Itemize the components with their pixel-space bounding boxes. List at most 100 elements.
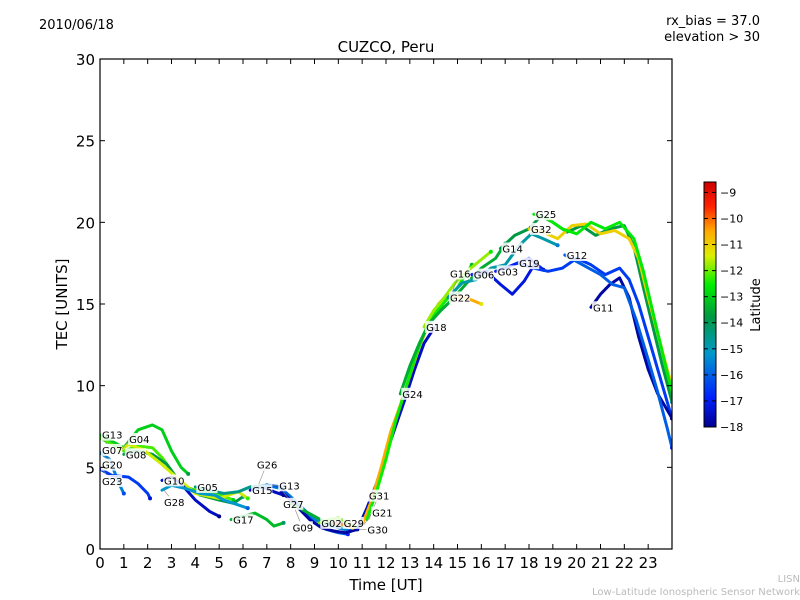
prn-label: G10 (164, 476, 184, 487)
prn-label-bg (367, 489, 390, 502)
prn-label-bg (128, 433, 150, 445)
prn-label-bg (162, 474, 185, 487)
y-tick-label: 5 (85, 459, 95, 477)
prn-label: G04 (129, 435, 149, 446)
credit-short: LISN (777, 574, 800, 585)
prn-label-bg (342, 516, 364, 529)
prn-label-bg (282, 497, 304, 510)
series-end-g23 (148, 496, 153, 501)
prn-label: G16 (450, 269, 470, 280)
prn-label: G20 (102, 461, 122, 472)
prn-label-bg (291, 521, 313, 534)
chart-title: CUZCO, Peru (337, 38, 435, 56)
prn-label-bg (591, 301, 614, 314)
prn-label-bg (501, 242, 523, 255)
x-tick-label: 6 (238, 554, 248, 572)
x-tick-label: 16 (472, 554, 491, 572)
prn-label-bg (496, 265, 518, 278)
prn-label: G27 (283, 500, 303, 511)
prn-label: G17 (233, 516, 253, 527)
prn-label: G11 (593, 303, 613, 314)
colorbar-tick-label: −10 (720, 212, 743, 225)
y-tick-label: 30 (76, 51, 95, 69)
prn-label: G22 (450, 293, 470, 304)
prn-label-bg (448, 291, 471, 304)
prn-label-bg (530, 222, 552, 235)
series-end-g04 (245, 496, 250, 501)
x-tick-label: 19 (543, 554, 562, 572)
prn-label: G24 (402, 390, 422, 401)
x-tick-label: 5 (214, 554, 224, 572)
plot-frame (99, 58, 673, 550)
date-label: 2010/06/18 (39, 18, 114, 33)
prn-label-bg (162, 496, 185, 509)
prn-label: G32 (531, 225, 551, 236)
prn-label: G31 (369, 492, 389, 503)
x-tick-label: 14 (424, 554, 443, 572)
prn-label-bg (472, 268, 494, 281)
prn-label: G09 (293, 523, 313, 534)
x-tick-label: 3 (167, 554, 177, 572)
prn-label: G13 (102, 431, 122, 442)
y-axis-label: TEC [UNITS] (53, 259, 71, 351)
series-g18 (422, 250, 493, 329)
x-tick-label: 11 (353, 554, 372, 572)
series-layer (100, 212, 672, 537)
prn-label: G02 (321, 519, 341, 530)
series-end-g17 (281, 520, 286, 525)
x-tick-label: 13 (400, 554, 419, 572)
colorbar-tick-label: −9 (720, 186, 736, 199)
series-g23 (100, 467, 152, 500)
series-g12 (563, 253, 672, 450)
prn-label-bg (534, 208, 556, 221)
rx-bias-label: rx_bias = 37.0 (666, 14, 760, 29)
y-tick-label: 0 (85, 541, 95, 559)
colorbar-tick-label: −11 (720, 239, 743, 252)
params-label: rx_bias = 37.0 elevation > 30 (664, 14, 760, 46)
colorbar-tick-label: −15 (720, 343, 743, 356)
x-axis-label: Time [UT] (348, 576, 422, 594)
prn-label-bg (278, 479, 300, 492)
x-tick-label: 0 (95, 554, 105, 572)
colorbar-tick-label: −12 (720, 265, 743, 278)
series-g19 (515, 256, 672, 420)
prn-label: G21 (372, 509, 392, 520)
prn-label-bg (101, 428, 123, 441)
prn-label-bg (251, 484, 273, 497)
x-tick-label: 9 (310, 554, 320, 572)
series-g16 (446, 232, 560, 299)
prn-label-bg (371, 506, 393, 519)
series-end-g10 (217, 514, 222, 519)
prn-label: G06 (474, 271, 494, 282)
x-tick-label: 15 (448, 554, 467, 572)
x-tick-label: 20 (567, 554, 586, 572)
series-g24 (398, 242, 507, 396)
x-tick-label: 10 (329, 554, 348, 572)
prn-label-bg (101, 474, 123, 487)
series-end-g20 (121, 491, 126, 496)
prn-label: G15 (252, 486, 272, 497)
x-tick-label: 4 (191, 554, 201, 572)
prn-label: G03 (498, 267, 518, 278)
x-tick-label: 22 (615, 554, 634, 572)
x-tick-label: 21 (591, 554, 610, 572)
prn-label-bg (232, 513, 254, 526)
prn-label: G05 (197, 483, 217, 494)
colorbar-tick-label: −16 (720, 369, 743, 382)
x-tick-label: 12 (376, 554, 395, 572)
series-end-g13 (186, 471, 191, 476)
axis-ticks: 0 1 2 3 4 5 6 7 8 9 10 11 12 13 14 15 16 17 18 19 20 21 22 2305… (76, 51, 672, 572)
prn-label-bg (448, 267, 471, 280)
x-tick-label: 2 (143, 554, 153, 572)
prn-label: G08 (126, 450, 146, 461)
prn-label: G07 (102, 446, 122, 457)
series-end-g18 (488, 249, 493, 254)
prn-label-bg (518, 257, 540, 270)
prn-label: G23 (102, 477, 122, 488)
prn-label-bg (425, 320, 447, 333)
x-tick-label: 1 (119, 554, 129, 572)
prn-label: G14 (502, 244, 522, 255)
elevation-label: elevation > 30 (664, 30, 760, 45)
x-tick-label: 23 (639, 554, 658, 572)
